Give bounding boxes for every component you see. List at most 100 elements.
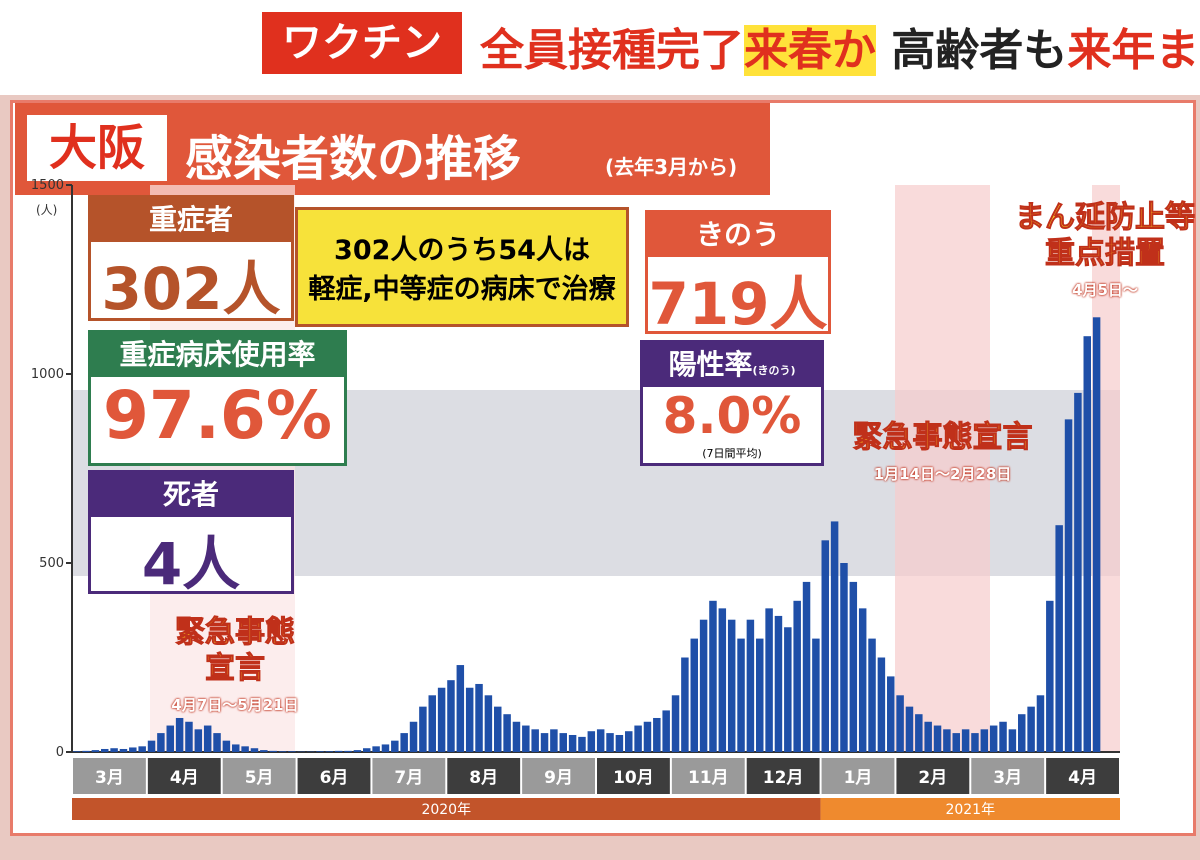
bar [241,746,249,752]
bar [727,619,736,752]
bar [72,751,81,752]
bar [222,740,231,752]
x-tick-label: 4月 [170,768,199,788]
note-line: 軽症,中等症の病床で治療 [308,274,616,305]
panel-value: 302人 [101,255,281,323]
x-tick-label: 12月 [763,768,804,788]
bar [812,638,820,752]
x-tick-label: 4月 [1068,768,1097,788]
bar [690,638,698,752]
bar [699,619,708,752]
month-tile [297,758,371,794]
bar [915,714,923,752]
month-tile [746,758,820,794]
bar [353,750,362,752]
bar [774,615,783,752]
bar [858,608,867,752]
bar [737,638,745,752]
bar [989,725,998,752]
month-tile [372,758,446,794]
panel-label: 重症病床使用率 [91,333,344,377]
bar [269,750,277,752]
bar [175,717,184,752]
bar [119,748,128,752]
bar [138,746,146,752]
bar [578,736,586,752]
bar [372,746,380,752]
month-tile [147,758,221,794]
y-tick-label: 1000 [31,367,64,382]
panel-label: 陽性率 [668,348,753,381]
bar [166,725,174,752]
bar [325,751,334,752]
bar [428,695,436,752]
month-tile [597,758,670,794]
bar [503,714,511,752]
annotation-text: 宣言 [205,651,266,687]
bar [91,750,100,752]
bar [531,729,539,752]
bar [409,721,418,752]
note: 302人のうち54人は 軽症,中等症の病床で治療 [295,207,629,327]
bar [260,750,268,752]
bar [484,695,493,752]
annotation-text: 緊急事態宣言 [852,420,1033,456]
bar [540,733,549,752]
x-tick-label: 3月 [95,768,124,788]
annotation-period: 4月7日～5月21日 [171,696,299,714]
title-note: (去年3月から) [605,155,738,179]
year-label: 2020年 [421,802,471,818]
headline: 高齢者も [891,25,1068,76]
annotation-text: まん延防止等 [1015,200,1196,236]
bar [1074,392,1082,752]
bar [868,638,876,752]
bar [250,748,259,752]
bar [288,751,296,752]
note-line: 302人のうち54人は [334,235,590,266]
annotation-text: 重点措置 [1045,236,1166,272]
panel-sub: (きのう) [752,364,796,377]
bar [419,706,427,752]
x-tick-label: 10月 [613,768,654,788]
bar [634,725,642,752]
month-tile [1046,758,1119,794]
bar [746,619,755,752]
bar [1008,729,1017,752]
bar [447,680,455,752]
month-tile [447,758,521,794]
month-tile [671,758,745,794]
panel-value: 719人 [648,270,828,338]
bar [643,721,652,752]
bar [671,695,680,752]
x-tick-label: 5月 [245,768,274,788]
y-unit: (人) [36,203,57,217]
bar [203,725,212,752]
bar [718,608,727,752]
panel-value: 8.0% [662,387,802,445]
bar [905,706,914,752]
x-tick-label: 11月 [688,768,729,788]
y-tick-label: 1500 [31,178,64,193]
headline: 来春か [744,25,876,76]
bar [924,721,932,752]
bar [896,695,904,752]
bar [391,740,399,752]
bar [653,717,661,752]
bar [194,729,203,752]
x-tick-label: 9月 [544,768,573,788]
panel-label: 重症者 [91,198,291,242]
x-tick-label: 3月 [993,768,1022,788]
bar [1092,317,1101,752]
bar [877,657,886,752]
bar [559,733,567,752]
bar [849,581,858,752]
bar [999,721,1007,752]
ticker-tag: ワクチン [262,12,462,74]
panel-value: 97.6% [103,377,332,454]
title-main: 感染者数の推移 [185,131,522,187]
bar [1046,600,1054,752]
month-tile [522,758,595,794]
bar [709,600,717,752]
bar [568,734,577,752]
